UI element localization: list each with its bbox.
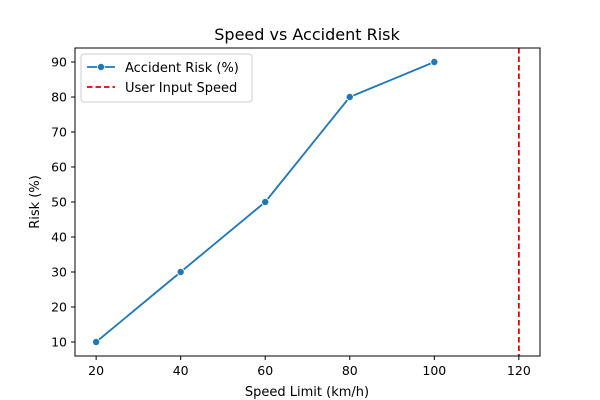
legend-box (80, 53, 253, 103)
y-tick-label: 80 (51, 90, 67, 105)
x-tick-label: 80 (342, 363, 358, 378)
x-tick-label: 60 (257, 363, 273, 378)
legend-label-user-input-speed: User Input Speed (125, 81, 237, 96)
y-tick-label: 20 (51, 300, 67, 315)
y-tick-label: 30 (51, 265, 67, 280)
data-point (430, 58, 439, 67)
x-tick-label: 40 (173, 363, 189, 378)
y-tick-label: 60 (51, 160, 67, 175)
data-point (176, 267, 185, 276)
y-tick-label: 10 (51, 335, 67, 350)
plot-frame (74, 47, 541, 357)
data-point (261, 197, 270, 206)
plot-content (92, 48, 520, 356)
y-tick-label: 40 (51, 230, 67, 245)
y-axis-ticks: 10 20 30 40 50 60 70 80 90 (51, 55, 75, 350)
legend-marker-accident-risk (97, 63, 106, 72)
x-tick-label: 20 (88, 363, 104, 378)
data-point (92, 337, 101, 346)
x-tick-label: 100 (422, 363, 446, 378)
legend-label-accident-risk: Accident Risk (%) (125, 61, 239, 76)
data-point (345, 93, 354, 102)
y-tick-label: 90 (51, 55, 67, 70)
y-tick-label: 50 (51, 195, 67, 210)
x-axis-ticks: 20 40 60 80 100 120 (88, 356, 531, 378)
legend: Accident Risk (%) User Input Speed (80, 53, 253, 103)
y-tick-label: 70 (51, 125, 67, 140)
x-axis-label: Speed Limit (km/h) (245, 385, 369, 400)
x-tick-label: 120 (507, 363, 531, 378)
chart-title: Speed vs Accident Risk (214, 25, 400, 44)
y-axis-label: Risk (%) (28, 175, 43, 229)
